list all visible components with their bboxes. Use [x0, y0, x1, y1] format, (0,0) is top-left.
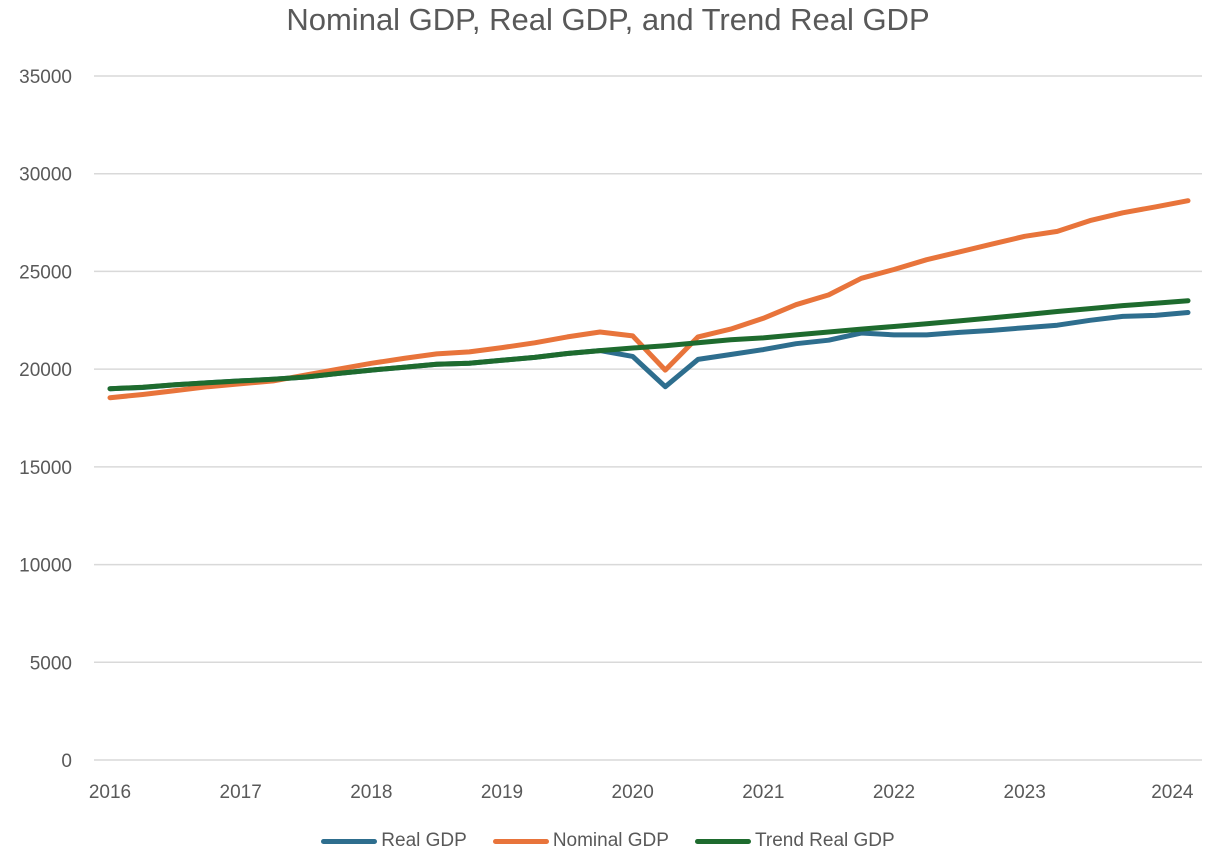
- x-tick-label: 2017: [220, 782, 262, 803]
- x-tick-label: 2024: [1151, 782, 1194, 803]
- x-tick-label: 2023: [1004, 782, 1046, 803]
- y-tick-label: 35000: [19, 67, 72, 88]
- y-tick-label: 30000: [19, 165, 72, 186]
- legend-swatch: [694, 838, 751, 844]
- legend: Real GDP Nominal GDP Trend Real GDP: [0, 830, 1216, 852]
- legend-label: Trend Real GDP: [754, 830, 895, 851]
- x-tick-label: 2022: [873, 782, 915, 803]
- y-tick-label: 0: [61, 751, 72, 772]
- legend-item: Trend Real GDP: [694, 830, 895, 852]
- x-tick-label: 2021: [742, 782, 784, 803]
- y-tick-label: 15000: [19, 458, 72, 479]
- legend-item: Real GDP: [321, 830, 467, 852]
- chart-title: Nominal GDP, Real GDP, and Trend Real GD…: [286, 2, 930, 37]
- legend-label: Nominal GDP: [552, 830, 669, 851]
- legend-swatch: [321, 838, 378, 844]
- legend-item: Nominal GDP: [492, 830, 669, 852]
- y-tick-label: 5000: [30, 653, 72, 674]
- legend-label: Real GDP: [381, 830, 467, 851]
- x-tick-label: 2016: [89, 782, 131, 803]
- x-tick-label: 2018: [350, 782, 392, 803]
- y-tick-label: 20000: [19, 360, 72, 381]
- y-tick-label: 25000: [19, 262, 72, 283]
- series-line-trend-real-gdp: [107, 298, 1191, 392]
- legend-swatch: [492, 838, 549, 844]
- x-tick-label: 2020: [612, 782, 654, 803]
- y-tick-label: 10000: [19, 556, 72, 577]
- x-tick-label: 2019: [481, 782, 523, 803]
